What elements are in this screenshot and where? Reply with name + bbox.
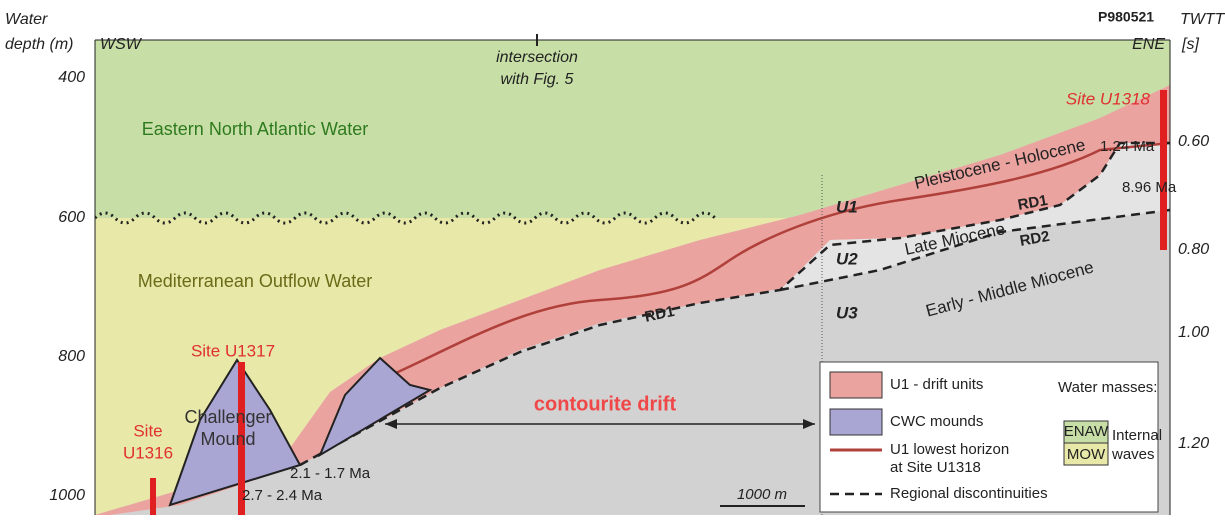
direction: ENE — [1132, 36, 1165, 53]
age-label: 1.24 Ma — [1100, 138, 1155, 155]
legend: U1 - drift units CWC mounds U1 lowest ho… — [820, 362, 1162, 512]
axis-title: depth (m) — [5, 36, 73, 53]
water-mass-label: Mediterranean Outflow Water — [138, 271, 372, 291]
water-mass-label: Eastern North Atlantic Water — [142, 119, 368, 139]
legend-label: at Site U1318 — [890, 459, 981, 476]
site-label: Site U1317 — [191, 341, 275, 360]
figure: Water depth (m) 400 600 800 1000 TWTT [s… — [0, 0, 1225, 515]
mound-label: Challenger — [184, 407, 271, 427]
intersection-label: intersection — [496, 49, 578, 66]
age-label: 2.7 - 2.4 Ma — [242, 487, 323, 504]
mound-label: Mound — [200, 429, 255, 449]
legend-label: CWC mounds — [890, 413, 983, 430]
legend-swatch — [830, 372, 882, 398]
site-label: Site — [133, 421, 162, 440]
legend-title: Water masses: — [1058, 379, 1157, 396]
tick-label: 600 — [58, 209, 85, 226]
unit-label: U3 — [836, 303, 858, 322]
age-label: 8.96 Ma — [1122, 179, 1177, 196]
legend-label: Regional discontinuities — [890, 485, 1048, 502]
tick-label: 400 — [58, 69, 85, 86]
tick-label: 0.60 — [1178, 133, 1209, 150]
axis-title: [s] — [1181, 36, 1199, 53]
legend-swatch — [830, 409, 882, 435]
unit-label: U1 — [836, 197, 858, 216]
axis-title: Water — [5, 11, 48, 28]
tick-label: 800 — [58, 348, 85, 365]
intersection-label: with Fig. 5 — [501, 71, 574, 88]
direction: WSW — [100, 36, 143, 53]
tick-label: 1.00 — [1178, 324, 1209, 341]
tick-label: 1000 — [49, 487, 85, 504]
age-label: 2.1 - 1.7 Ma — [290, 465, 371, 482]
unit-label: U2 — [836, 249, 858, 268]
tick-label: 1.20 — [1178, 435, 1209, 452]
legend-label: U1 lowest horizon — [890, 441, 1009, 458]
site-u1316-core — [150, 478, 156, 515]
drift-label: contourite drift — [534, 393, 677, 415]
site-label: Site U1318 — [1066, 89, 1151, 108]
legend-label: Internal — [1112, 427, 1162, 444]
tick-label: 0.80 — [1178, 241, 1209, 258]
scale-label: 1000 m — [737, 486, 787, 503]
site-u1318-core — [1160, 90, 1167, 250]
legend-label: waves — [1111, 446, 1155, 463]
profile-id: P980521 — [1098, 9, 1154, 25]
axis-title: TWTT — [1180, 11, 1225, 28]
site-label: U1316 — [123, 443, 173, 462]
legend-label: U1 - drift units — [890, 376, 983, 393]
legend-label: MOW — [1067, 446, 1106, 463]
legend-label: ENAW — [1064, 423, 1109, 440]
